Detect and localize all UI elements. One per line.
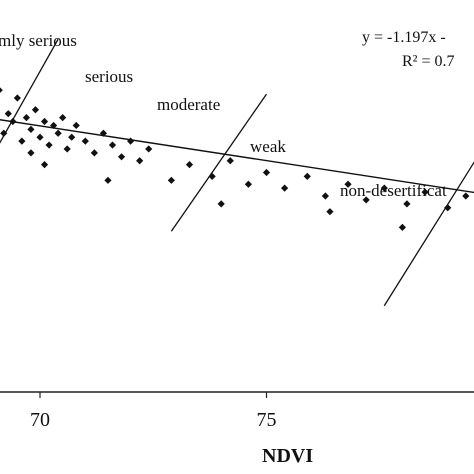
- data-point: [117, 153, 126, 161]
- data-point: [49, 121, 58, 130]
- data-point: [108, 141, 117, 149]
- trendline: [0, 119, 474, 194]
- data-point: [0, 129, 8, 137]
- data-point: [4, 110, 12, 118]
- data-point: [344, 180, 352, 188]
- data-point: [36, 133, 44, 141]
- data-point: [54, 129, 62, 137]
- data-point: [136, 157, 144, 165]
- data-point: [262, 168, 271, 177]
- data-point: [145, 145, 153, 153]
- zone-label-serious: serious: [85, 67, 133, 86]
- data-point: [72, 121, 80, 130]
- data-point: [90, 149, 98, 157]
- zone-boundary-line: [383, 161, 474, 307]
- data-point: [208, 172, 216, 180]
- data-point: [398, 223, 406, 231]
- data-point: [22, 114, 31, 122]
- data-point: [281, 184, 289, 192]
- data-point: [40, 161, 49, 169]
- trendline-r2: R² = 0.7: [402, 53, 455, 70]
- data-point: [31, 106, 40, 114]
- x-tick-label: 75: [257, 409, 277, 431]
- zone-boundary-line: [0, 38, 59, 144]
- x-tick-label: 70: [30, 409, 50, 431]
- data-point: [59, 114, 67, 122]
- data-point: [27, 125, 35, 133]
- data-point: [63, 145, 71, 153]
- data-point: [68, 133, 76, 141]
- data-point: [104, 176, 112, 184]
- data-point: [362, 196, 370, 204]
- data-point: [444, 204, 452, 212]
- data-points: [0, 87, 470, 231]
- data-point: [217, 200, 225, 208]
- data-point: [127, 137, 135, 145]
- data-point: [27, 149, 35, 157]
- data-point: [45, 141, 53, 149]
- data-point: [421, 188, 429, 196]
- data-point: [18, 137, 26, 145]
- data-point: [0, 87, 3, 93]
- trendline-group: [0, 119, 474, 194]
- zone-label-moderate: moderate: [157, 95, 220, 114]
- data-point: [185, 161, 194, 169]
- zone-boundaries: [0, 38, 474, 307]
- data-point: [403, 200, 411, 208]
- data-point: [40, 117, 49, 126]
- zone-boundary-line: [170, 93, 268, 232]
- data-point: [9, 117, 17, 126]
- data-point: [81, 137, 89, 145]
- data-point: [462, 192, 470, 200]
- data-point: [380, 184, 388, 192]
- zone-label-weak: weak: [250, 137, 286, 156]
- data-point: [303, 172, 311, 180]
- data-point: [13, 94, 21, 102]
- data-point: [244, 180, 252, 188]
- zone-label-extremely-serious: mly serious: [0, 31, 77, 50]
- data-point: [321, 192, 329, 200]
- data-point: [167, 176, 175, 184]
- data-point: [326, 208, 334, 216]
- trendline-equation: y = -1.197x -: [362, 29, 446, 46]
- x-axis-title: NDVI: [262, 445, 313, 467]
- data-point: [99, 129, 108, 137]
- zone-label-non-desertification: non-desertificat: [340, 181, 447, 200]
- x-ticks: 7075808590: [30, 392, 277, 431]
- data-point: [226, 157, 234, 165]
